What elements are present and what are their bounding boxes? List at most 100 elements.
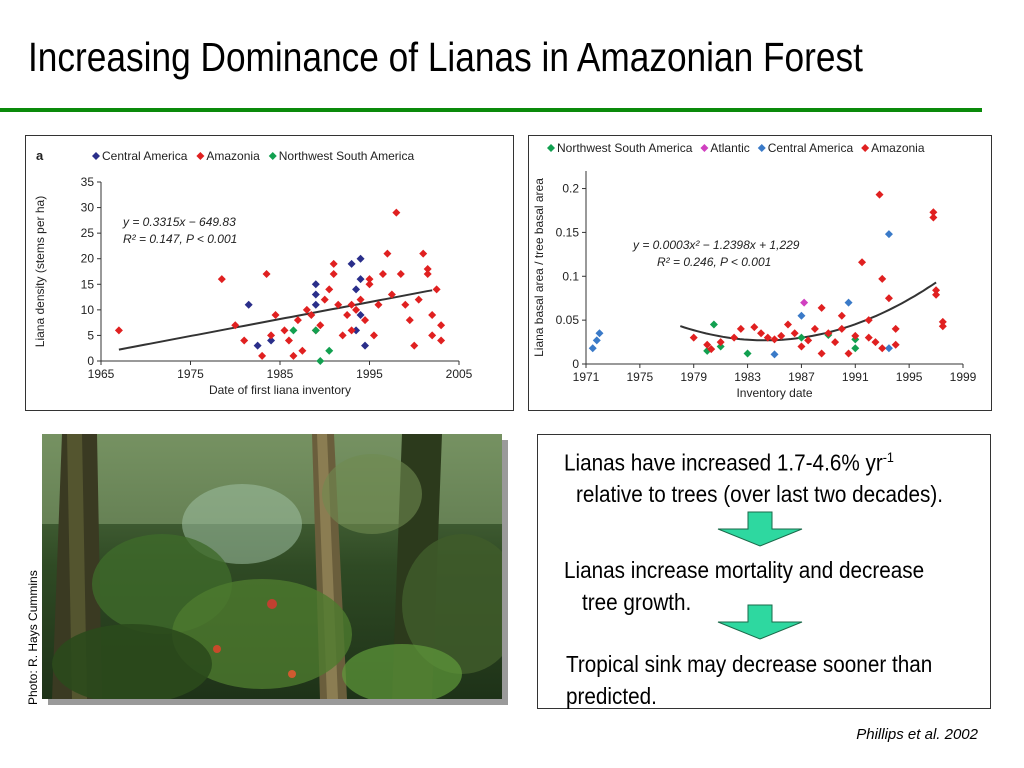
x-tick-label: 2005: [446, 367, 473, 381]
data-point: [414, 295, 423, 304]
data-point: [352, 305, 361, 314]
y-tick-label: 15: [81, 277, 95, 291]
data-point: [356, 310, 365, 319]
data-point: [347, 259, 356, 268]
data-point: [423, 270, 432, 279]
y-tick-label: 0.1: [562, 269, 579, 283]
data-point: [253, 341, 262, 350]
data-point: [231, 321, 240, 330]
data-point: [329, 270, 338, 279]
data-point: [262, 270, 271, 279]
data-point: [757, 329, 766, 338]
data-point: [783, 320, 792, 329]
data-point: [851, 344, 860, 353]
data-point: [790, 329, 799, 338]
x-tick-label: 1987: [788, 370, 815, 384]
data-point: [730, 333, 739, 342]
data-point: [750, 323, 759, 332]
citation: Phillips et al. 2002: [856, 726, 978, 743]
x-tick-label: 1983: [734, 370, 761, 384]
legend-label: Amazonia: [206, 149, 260, 163]
legend-marker: [861, 144, 870, 152]
x-tick-label: 1991: [842, 370, 869, 384]
chart-panel-b: 1971 1975 1979 1983 1987 1991 1995 1999 0 0.05 0.1…: [528, 135, 992, 411]
data-point: [884, 344, 893, 353]
data-point: [352, 285, 361, 294]
data-point: [343, 310, 352, 319]
data-point: [311, 290, 320, 299]
data-point: [743, 349, 752, 358]
data-point: [938, 322, 947, 331]
forest-photo: [42, 434, 502, 699]
data-point: [311, 326, 320, 335]
data-point: [307, 310, 316, 319]
y-axis-label: Liana basal area / tree basal area: [532, 178, 546, 357]
data-point: [588, 344, 597, 353]
data-point: [837, 324, 846, 333]
bullet-1-superscript: -1: [882, 449, 894, 465]
data-point: [396, 270, 405, 279]
data-point: [817, 349, 826, 358]
data-point: [831, 338, 840, 347]
data-point: [325, 285, 334, 294]
data-point: [837, 311, 846, 320]
data-point: [405, 316, 414, 325]
data-point: [824, 329, 833, 338]
data-point: [280, 326, 289, 335]
data-point: [267, 336, 276, 345]
stats-label: R² = 0.147, P < 0.001: [123, 232, 237, 246]
legend-marker: [757, 144, 766, 152]
data-point: [932, 286, 941, 295]
legend-marker: [196, 152, 205, 160]
data-point: [763, 333, 772, 342]
data-point: [267, 331, 276, 340]
data-point: [320, 295, 329, 304]
forest-photo-image: [42, 434, 502, 699]
data-point: [938, 317, 947, 326]
legend-label: Central America: [102, 149, 188, 163]
data-point: [352, 326, 361, 335]
x-tick-label: 1995: [896, 370, 923, 384]
bullet-3-line-1: Tropical sink may decrease sooner than: [566, 651, 933, 677]
x-tick-label: 1971: [573, 370, 600, 384]
data-point: [356, 295, 365, 304]
data-point: [878, 274, 887, 283]
x-tick-label: 1965: [88, 367, 115, 381]
data-point: [851, 331, 860, 340]
data-point: [338, 331, 347, 340]
data-point: [437, 321, 446, 330]
x-tick-label: 1975: [627, 370, 654, 384]
data-point: [884, 230, 893, 239]
data-point: [703, 340, 712, 349]
data-point: [387, 290, 396, 299]
chart-a-svg: 1965 1975 1985 1995 2005 0 5 10 15 20 25 30 35 Date o…: [33, 148, 473, 397]
data-point: [369, 331, 378, 340]
data-point: [114, 326, 123, 335]
data-point: [311, 300, 320, 309]
data-point: [329, 259, 338, 268]
data-point: [258, 351, 267, 360]
data-point: [240, 336, 249, 345]
y-tick-label: 35: [81, 175, 95, 189]
y-tick-label: 25: [81, 226, 95, 240]
data-point: [284, 336, 293, 345]
y-tick-label: 5: [87, 328, 94, 342]
data-point: [325, 346, 334, 355]
data-point: [875, 190, 884, 199]
data-point: [437, 336, 446, 345]
x-axis-label: Inventory date: [736, 386, 812, 400]
data-point: [929, 213, 938, 222]
bullet-2-line-1: Lianas increase mortality and decrease: [564, 557, 925, 583]
legend-label: Northwest South America: [279, 149, 415, 163]
data-point: [864, 333, 873, 342]
trend-line: [118, 289, 433, 351]
x-axis-label: Date of first liana inventory: [209, 383, 351, 397]
data-point: [423, 264, 432, 273]
summary-textbox: Lianas have increased 1.7-4.6% yr-1 rela…: [537, 434, 991, 709]
data-point: [592, 336, 601, 345]
x-tick-label: 1995: [356, 367, 383, 381]
y-tick-label: 0.2: [562, 182, 579, 196]
data-point: [316, 321, 325, 330]
data-point: [707, 345, 716, 354]
data-point: [871, 338, 880, 347]
